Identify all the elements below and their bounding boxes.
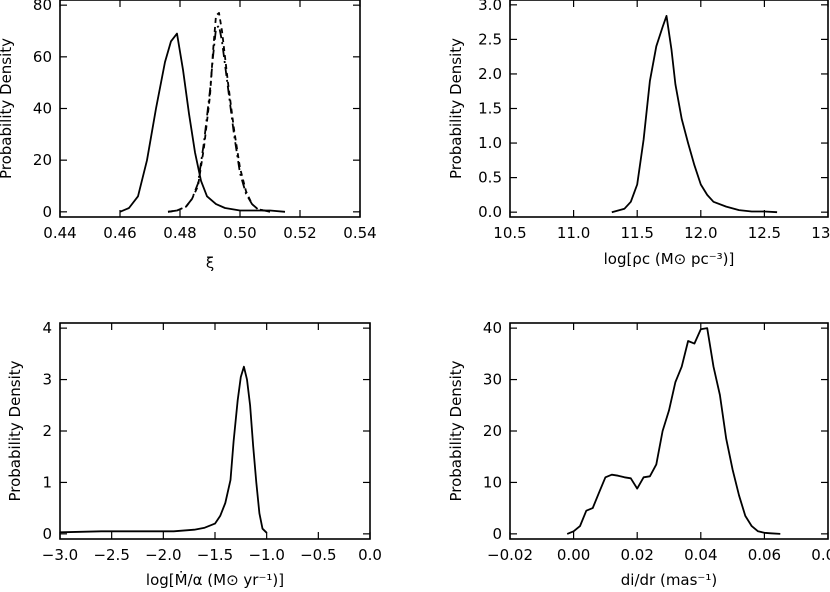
- series-line-solid: [566, 327, 781, 535]
- series-line-dash-dot: [167, 24, 271, 213]
- series-line-solid: [59, 365, 268, 534]
- plot-frame: [59, 0, 361, 218]
- y-tick-label: 4: [42, 319, 52, 337]
- x-tick-label: −1.0: [248, 546, 284, 564]
- y-tick-label: 20: [33, 151, 52, 169]
- x-tick-label: −2.0: [145, 546, 181, 564]
- y-tick-label: 2.5: [478, 30, 502, 48]
- x-axis-label: log[ρc (M⊙ pc⁻³)]: [604, 250, 735, 268]
- x-tick-label: 11.5: [620, 224, 653, 242]
- y-tick-label: 0: [42, 203, 52, 221]
- panel-mdot: Probability Density log[Ṁ/α (M⊙ yr⁻¹)] −…: [6, 319, 382, 589]
- x-tick-label: −0.02: [487, 546, 533, 564]
- y-tick-label: 3.0: [478, 0, 502, 14]
- x-tick-label: 10.5: [493, 224, 526, 242]
- x-tick-label: 12.5: [748, 224, 781, 242]
- y-tick-label: 60: [33, 48, 52, 66]
- y-tick-label: 40: [483, 319, 502, 337]
- x-tick-label: 13.0: [811, 224, 830, 242]
- y-axis-label: Probability Density: [447, 360, 465, 501]
- x-tick-label: 0.50: [223, 224, 256, 242]
- y-axis-label: Probability Density: [6, 360, 24, 501]
- y-tick-label: 0.5: [478, 169, 502, 187]
- plot-frame: [509, 322, 829, 540]
- x-tick-label: −1.5: [197, 546, 233, 564]
- x-tick-label: 0.06: [748, 546, 781, 564]
- y-tick-label: 3: [42, 371, 52, 389]
- x-tick-label: 0.0: [358, 546, 382, 564]
- x-tick-label: 11.0: [557, 224, 590, 242]
- y-tick-label: 2.0: [478, 65, 502, 83]
- y-tick-label: 20: [483, 422, 502, 440]
- plot-frame: [59, 322, 371, 540]
- x-tick-label: 0.08: [811, 546, 830, 564]
- x-axis-label: ξ: [206, 254, 214, 272]
- x-tick-label: 0.02: [620, 546, 653, 564]
- x-tick-label: 0.04: [684, 546, 717, 564]
- y-tick-label: 0.0: [478, 203, 502, 221]
- panel-xi: Probability Density ξ 0.44 0.46 0.48 0.50 0.…: [0, 0, 377, 272]
- series-line-solid: [119, 32, 286, 213]
- y-tick-label: 1.5: [478, 100, 502, 118]
- panel-rho: Probability Density log[ρc (M⊙ pc⁻³)] 10…: [447, 0, 830, 268]
- x-tick-label: 0.00: [557, 546, 590, 564]
- y-tick-label: 80: [33, 0, 52, 14]
- y-axis-label: Probability Density: [447, 38, 465, 179]
- x-tick-label: −2.5: [93, 546, 129, 564]
- panel-didr: Probability Density di/dr (mas⁻¹) −0.02 0…: [447, 319, 830, 589]
- x-tick-label: −3.0: [42, 546, 78, 564]
- y-tick-label: 30: [483, 371, 502, 389]
- y-tick-label: 0: [42, 525, 52, 543]
- y-tick-label: 1: [42, 473, 52, 491]
- y-tick-label: 2: [42, 422, 52, 440]
- y-tick-label: 10: [483, 473, 502, 491]
- y-axis-label: Probability Density: [0, 38, 15, 179]
- series-line-solid: [611, 14, 778, 214]
- y-tick-label: 40: [33, 100, 52, 118]
- x-tick-label: 0.44: [43, 224, 76, 242]
- x-tick-label: 0.52: [283, 224, 316, 242]
- x-tick-label: 0.48: [163, 224, 196, 242]
- y-tick-label: 1.0: [478, 134, 502, 152]
- series-line-dashed: [167, 11, 271, 213]
- y-tick-label: 0: [492, 525, 502, 543]
- x-tick-label: 12.0: [684, 224, 717, 242]
- x-axis-label: di/dr (mas⁻¹): [621, 571, 717, 589]
- x-tick-label: 0.54: [343, 224, 376, 242]
- x-tick-label: −0.5: [300, 546, 336, 564]
- x-axis-label: log[Ṁ/α (M⊙ yr⁻¹)]: [146, 570, 284, 589]
- x-tick-label: 0.46: [103, 224, 136, 242]
